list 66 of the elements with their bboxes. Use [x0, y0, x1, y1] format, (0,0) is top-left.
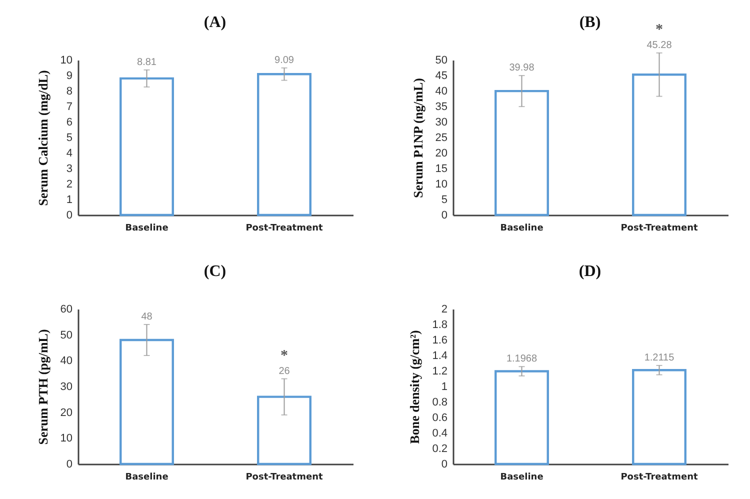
y-tick-label: 35: [435, 101, 448, 113]
x-tick-label: Post-Treatment: [620, 472, 698, 482]
y-tick-label: 10: [435, 178, 448, 190]
data-label: 45.28: [646, 40, 672, 51]
y-tick-label: 7: [66, 101, 72, 113]
data-label: 48: [141, 312, 153, 322]
data-label: 8.81: [137, 56, 157, 68]
y-tick-label: 20: [435, 148, 448, 160]
data-label: 26: [278, 366, 290, 377]
chart-title: (D): [578, 263, 602, 280]
x-tick-label: Post-Treatment: [620, 224, 698, 234]
data-label: 1.2115: [644, 352, 675, 364]
y-tick-label: 15: [435, 163, 448, 175]
y-tick-label: 40: [435, 86, 448, 98]
y-tick-label: 1.8: [432, 319, 448, 331]
y-tick-label: 0: [441, 458, 448, 470]
y-tick-label: 50: [60, 329, 72, 342]
x-tick-label: Baseline: [125, 472, 168, 482]
y-tick-label: 1.4: [432, 350, 448, 362]
y-tick-label: 5: [441, 194, 448, 206]
y-tick-label: 0.6: [432, 412, 448, 424]
y-tick-label: 9: [66, 70, 72, 82]
y-tick-label: 45: [435, 70, 448, 82]
y-axis-title: Serum PTH (pg/mL): [35, 329, 50, 445]
y-tick-label: 0: [66, 458, 72, 470]
y-tick-label: 50: [435, 54, 448, 66]
y-tick-label: 0.4: [432, 428, 448, 440]
y-tick-label: 6: [66, 116, 72, 128]
y-tick-label: 2: [441, 304, 448, 316]
x-tick-label: Baseline: [500, 224, 544, 234]
chart-title: (A): [204, 14, 226, 31]
chart-title: (B): [579, 14, 601, 31]
data-label: 9.09: [274, 54, 294, 66]
y-tick-label: 0.8: [432, 396, 448, 408]
y-tick-label: 1.6: [432, 334, 448, 346]
y-tick-label: 30: [60, 381, 72, 393]
y-tick-label: 30: [435, 116, 448, 128]
y-tick-label: 0: [441, 210, 448, 222]
x-tick-label: Post-Treatment: [246, 472, 324, 482]
y-tick-label: 1: [441, 381, 448, 393]
y-tick-label: 0: [66, 210, 72, 222]
annotation: *: [280, 348, 288, 364]
y-tick-label: 1: [66, 194, 72, 206]
y-tick-label: 5: [66, 132, 72, 144]
data-label: 1.1968: [506, 354, 538, 365]
y-axis-title: Bone density (g/cm²): [407, 330, 422, 444]
y-tick-label: 0.2: [432, 443, 448, 455]
y-tick-label: 8: [66, 86, 72, 98]
chart-title: (C): [204, 263, 226, 280]
text: *: [656, 22, 663, 38]
y-axis-title: Serum Calcium (mg/dL): [35, 70, 50, 206]
y-tick-label: 3: [66, 163, 72, 175]
y-tick-label: 10: [60, 54, 72, 66]
x-tick-label: Post-Treatment: [246, 224, 324, 234]
y-tick-label: 1.2: [432, 366, 448, 378]
y-tick-label: 2: [66, 178, 72, 190]
data-label: 39.98: [509, 62, 535, 74]
y-tick-label: 10: [60, 432, 72, 445]
y-axis-title: Serum P1NP (ng/mL): [410, 78, 426, 198]
y-tick-label: 25: [435, 132, 448, 144]
y-tick-label: 60: [60, 304, 72, 316]
x-tick-label: Baseline: [500, 472, 544, 482]
x-tick-label: Baseline: [125, 224, 168, 234]
y-tick-label: 40: [60, 355, 72, 368]
y-tick-label: 4: [66, 148, 72, 160]
y-tick-label: 20: [60, 406, 72, 419]
